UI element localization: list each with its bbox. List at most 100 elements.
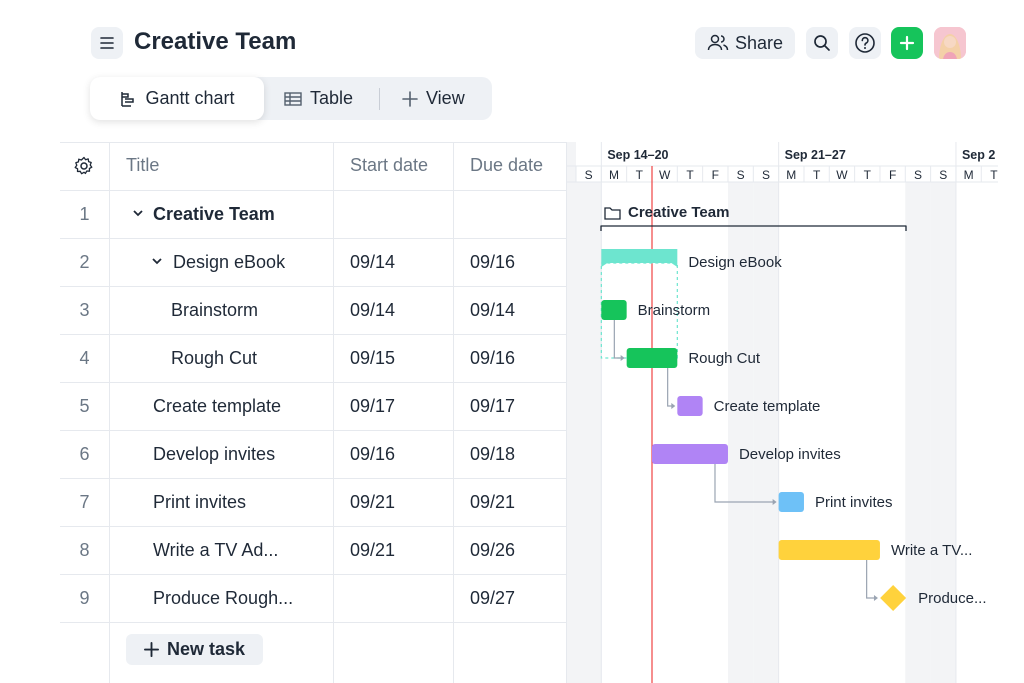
row-due-date: 09/17 [470,396,516,416]
task-bar [601,249,678,267]
task-bar-label: Print invites [815,494,893,511]
help-button[interactable] [849,27,881,59]
day-label: S [939,168,947,182]
day-label: S [762,168,770,182]
chevron-down-icon[interactable] [132,208,144,218]
tab-table-label: Table [310,88,354,108]
row-number: 7 [79,492,90,512]
task-grid: Title Start date Due date 1 Creative Tea… [60,142,566,683]
tab-gantt-label: Gantt chart [145,88,235,108]
task-bar [601,300,627,320]
row-number: 6 [79,444,90,464]
table-row[interactable]: 6 Develop invites 09/16 09/18 [60,430,566,478]
table-row[interactable]: 5 Create template 09/17 09/17 [60,382,566,430]
row-start-date: 09/15 [350,348,396,368]
table-row[interactable]: 8 Write a TV Ad... 09/21 09/26 [60,526,566,574]
day-label: M [786,168,796,182]
new-task-button[interactable]: New task [126,634,263,665]
weekend-shade [727,182,754,683]
search-icon [814,35,830,51]
column-header-title[interactable]: Title [126,155,160,175]
table-row[interactable]: 4 Rough Cut 09/15 09/16 [60,334,566,382]
group-bracket [600,225,907,231]
view-switcher: Gantt chart Table View [90,77,492,120]
row-due-date: 09/16 [470,348,516,368]
row-number: 3 [79,300,90,320]
page-title: Creative Team [134,28,297,55]
task-bar-label: Brainstorm [638,302,711,319]
milestone-marker [880,585,907,611]
row-due-date: 09/26 [470,540,516,560]
day-label: M [609,168,619,182]
column-header-due-date[interactable]: Due date [470,155,544,175]
table-row[interactable]: 2 Design eBook 09/14 09/16 [60,238,566,286]
menu-button[interactable] [91,27,123,59]
task-bar-label: Rough Cut [688,350,761,367]
table-icon [284,91,302,106]
search-button[interactable] [806,27,838,59]
weekend-shade [930,182,956,683]
row-due-date: 09/21 [470,492,516,512]
gantt-timeline: S M T W T F S S M T W T F S S M T Sep 14–20 Sep 21–27 Sep 2… [566,142,998,683]
task-bar-label: Create template [714,398,821,415]
day-label: S [737,168,745,182]
tab-gantt-chart[interactable]: Gantt chart [90,77,264,120]
table-row[interactable]: 7 Print invites 09/21 09/21 [60,478,566,526]
day-label: F [889,168,896,182]
group-label: Creative Team [628,204,729,221]
table-row[interactable]: 3 Brainstorm 09/14 09/14 [60,286,566,334]
dependency-arrow [671,403,676,409]
help-icon [855,33,875,53]
row-due-date: 09/18 [470,444,516,464]
dependency-arrow [873,595,878,601]
day-label: S [914,168,922,182]
row-title: Develop invites [153,444,276,464]
task-bar [626,348,678,368]
week-label: Sep 21–27 [785,148,846,162]
dependency-arrow [620,355,625,361]
row-number: 8 [79,540,90,560]
row-title: Rough Cut [171,348,258,368]
user-avatar[interactable] [934,27,966,59]
table-row[interactable]: 9 Produce Rough... 09/27 [60,574,566,622]
row-start-date: 09/14 [350,252,396,272]
new-task-label: New task [166,639,246,659]
dependency-line [613,320,623,359]
row-title: Produce Rough... [153,588,294,608]
column-header-start-date[interactable]: Start date [350,155,429,175]
tab-table[interactable]: Table [284,77,353,120]
day-label: T [813,168,821,182]
week-label: Sep 2 [962,148,995,162]
row-due-date: 09/16 [470,252,516,272]
users-icon [707,34,729,51]
row-due-date: 09/14 [470,300,516,320]
add-view-button[interactable]: View [402,77,465,120]
row-number: 9 [79,588,90,608]
day-label: T [990,168,998,182]
task-bar [778,540,880,560]
task-bar [651,444,728,464]
add-button[interactable] [891,27,923,59]
hamburger-icon [100,37,114,49]
add-view-label: View [426,88,465,108]
timeline-padding [567,142,576,683]
day-label: T [686,168,694,182]
day-label: M [964,168,974,182]
share-label: Share [734,32,784,53]
row-title: Design eBook [173,252,286,272]
task-bar [677,396,703,416]
share-button[interactable]: Share [695,27,795,59]
gear-icon [74,156,93,175]
row-start-date: 09/14 [350,300,396,320]
dependency-line [866,560,876,599]
table-row[interactable]: 1 Creative Team [60,190,566,238]
row-number: 5 [79,396,90,416]
row-number: 4 [79,348,90,368]
row-due-date: 09/27 [470,588,516,608]
settings-button[interactable] [74,156,94,181]
gantt-canvas: S M T W T F S S M T W T F S S M T Sep 14–20 Sep 21–27 Sep 2… [567,142,998,683]
row-title: Brainstorm [171,300,259,320]
task-bar-label: Develop invites [739,446,841,463]
dependency-line [714,464,775,503]
chevron-down-icon[interactable] [151,256,163,266]
